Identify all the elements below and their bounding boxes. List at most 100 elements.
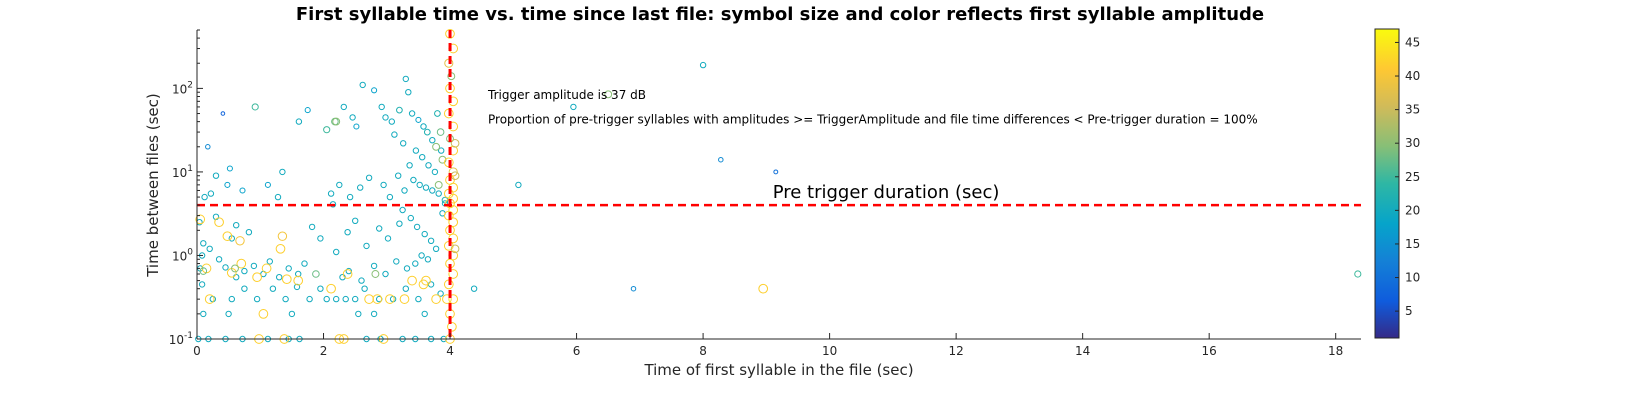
scatter-point: [235, 236, 245, 246]
chart-title: First syllable time vs. time since last …: [296, 4, 1264, 25]
scatter-point: [285, 265, 292, 272]
scatter-point: [415, 116, 422, 123]
scatter-point: [399, 294, 410, 304]
x-tick-label: 8: [699, 344, 707, 358]
scatter-point: [276, 274, 283, 281]
scatter-point: [253, 295, 261, 303]
scatter-point: [241, 285, 248, 292]
scatter-point: [448, 217, 459, 228]
colorbar-tick-label: 35: [1405, 103, 1420, 117]
scatter-point: [385, 294, 395, 304]
colorbar-tick-label: 15: [1405, 237, 1420, 251]
scatter-point: [231, 264, 239, 273]
scatter-point: [339, 274, 346, 281]
scatter-point: [630, 285, 637, 292]
scatter-point: [357, 184, 364, 191]
scatter-point: [604, 90, 613, 99]
plot-background: [197, 30, 1361, 339]
scatter-point: [333, 295, 340, 303]
scatter-point: [326, 283, 336, 294]
scatter-point: [306, 295, 313, 303]
scatter-point: [363, 242, 370, 250]
scatter-point: [352, 295, 359, 303]
scatter-point: [204, 294, 215, 304]
scatter-point: [224, 181, 231, 188]
y-axis-label: Time between files (sec): [144, 93, 162, 278]
tick-labels: 0 2 4 6 8 10 12 14 16 18 10-1 100 101 102: [169, 29, 1343, 358]
y-tick-label: 101: [172, 164, 193, 180]
x-tick-label: 4: [446, 344, 454, 358]
scatter-point: [355, 310, 362, 318]
scatter-point: [396, 220, 403, 227]
scatter-point: [371, 87, 378, 94]
scatter-point: [420, 123, 427, 130]
scatter-point: [396, 106, 403, 114]
scatter-point: [358, 277, 365, 284]
scatter-point: [277, 231, 288, 241]
scatter-point: [388, 118, 395, 125]
scatter-point: [364, 294, 374, 304]
x-tick-label: 14: [1075, 344, 1090, 358]
scatter-point: [413, 223, 421, 231]
scatter-point: [317, 285, 324, 292]
scatter-point: [288, 310, 296, 318]
scatter-point: [380, 181, 387, 189]
scatter-point: [432, 142, 441, 151]
scatter-point: [214, 217, 224, 228]
scatter-point: [226, 165, 233, 172]
scatter-point: [431, 294, 441, 304]
scatter-point: [241, 267, 248, 275]
scatter-point: [382, 270, 389, 278]
scatter-point: [401, 187, 408, 194]
scatter-point: [407, 214, 414, 222]
scatter-point: [431, 168, 439, 176]
scatter-point: [261, 263, 272, 274]
scatter-point: [275, 243, 286, 254]
colorbar: 5 10 15 20 25 30 35 40 45: [1374, 28, 1420, 339]
x-tick-label: 10: [822, 344, 837, 358]
scatter-point: [438, 155, 447, 164]
scatter-point: [200, 310, 207, 318]
scatter-point: [308, 223, 316, 231]
y-tick-label: 102: [172, 80, 193, 96]
scatter-point: [269, 285, 277, 292]
scatter-point: [372, 294, 383, 304]
scatter-point: [342, 269, 353, 279]
scatter-point: [323, 295, 330, 303]
scatter-point: [336, 181, 343, 189]
scatter-point: [327, 190, 335, 197]
scatter-point: [412, 260, 419, 267]
scatter-point: [399, 206, 406, 214]
scatter-point: [378, 103, 385, 111]
scatter-point: [419, 154, 426, 161]
scatter-point: [403, 265, 411, 272]
scatter-point: [393, 258, 400, 265]
scatter-point: [450, 138, 460, 148]
scatter-point: [250, 262, 258, 270]
scatter-point: [252, 272, 262, 283]
scatter-point: [418, 279, 429, 290]
scatter-point: [245, 229, 253, 236]
scatter-point: [220, 111, 226, 116]
scatter-point: [448, 269, 459, 279]
scatter-point: [345, 267, 352, 275]
colorbar-tick-label: 30: [1405, 136, 1420, 150]
scatter-point: [448, 167, 458, 177]
scatter-point: [281, 274, 292, 285]
scatter-point: [359, 81, 366, 89]
annotation-text: Proportion of pre-trigger syllables with…: [488, 113, 1258, 127]
scatter-point: [370, 310, 378, 318]
scatter-point: [382, 114, 389, 121]
scatter-point: [323, 126, 331, 134]
annotation-text: Trigger amplitude is 37 dB: [487, 88, 646, 102]
scatter-point: [436, 128, 445, 136]
scatter-point: [434, 110, 441, 117]
scatter-point: [432, 245, 440, 253]
scatter-point: [353, 123, 360, 130]
scatter-point: [293, 275, 304, 286]
scatter-point: [264, 181, 271, 188]
scatter-point: [408, 110, 416, 117]
scatter-point: [199, 267, 208, 275]
colorbar-tick-label: 45: [1405, 35, 1420, 49]
scatter-point: [402, 285, 409, 292]
